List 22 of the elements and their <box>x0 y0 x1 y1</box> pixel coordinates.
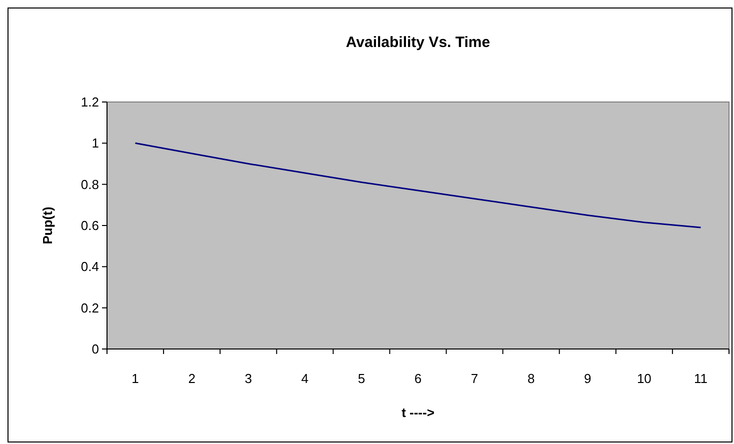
y-tick-label: 0 <box>92 342 99 357</box>
x-tick-label: 8 <box>527 371 535 386</box>
x-tick-label: 1 <box>132 371 139 386</box>
y-tick-label: 0.4 <box>80 259 99 274</box>
x-tick-label: 4 <box>301 371 309 386</box>
x-tick-label: 6 <box>414 371 422 386</box>
y-tick-label: 0.6 <box>80 218 99 234</box>
x-tick-label: 3 <box>244 371 252 386</box>
x-tick-label: 10 <box>636 371 652 386</box>
x-axis-title: t ----> <box>402 405 435 420</box>
chart-title: Availability Vs. Time <box>346 34 490 51</box>
line-series <box>134 142 702 228</box>
x-tick-label: 11 <box>694 371 708 386</box>
x-tick-label: 7 <box>470 371 478 386</box>
y-tick-label: 1 <box>92 136 99 151</box>
y-tick-label: 0.8 <box>80 176 99 192</box>
x-tick-label: 9 <box>584 371 592 386</box>
x-tick-label: 5 <box>358 371 366 386</box>
y-tick-label: 1.2 <box>80 94 99 110</box>
x-tick-label: 2 <box>188 371 196 386</box>
y-tick-label: 0.2 <box>80 300 99 316</box>
y-axis-title: Pup(t) <box>40 206 55 244</box>
